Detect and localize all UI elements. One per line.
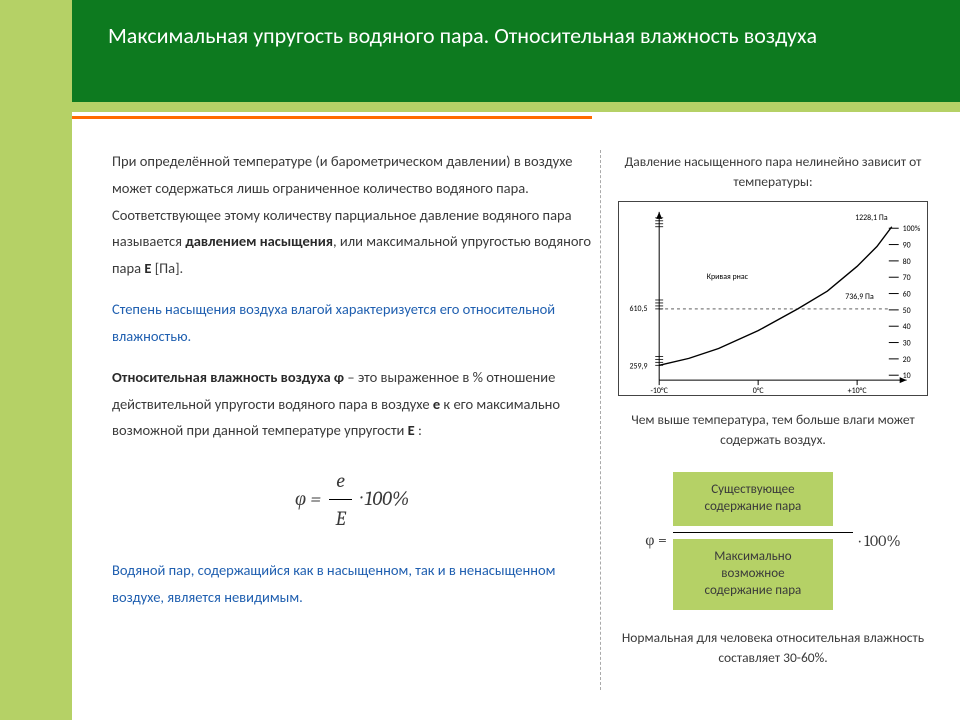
svg-text:20: 20 xyxy=(903,354,911,364)
svg-text:-10°C: -10°C xyxy=(651,386,669,395)
svg-text:0°C: 0°C xyxy=(753,386,765,395)
svg-text:1228,1 Па: 1228,1 Па xyxy=(855,212,888,222)
chart-caption-top: Давление насыщенного пара нелинейно зави… xyxy=(608,152,938,193)
saturation-curve-chart: 10 20 30 40 50 60 70 80 90 100% -10°C 0°C +10°C 1228,… xyxy=(618,201,928,396)
svg-text:80: 80 xyxy=(903,256,911,266)
phi-multiply: · 100% xyxy=(859,532,901,550)
svg-text:40: 40 xyxy=(903,322,911,332)
svg-text:Кривая рнас: Кривая рнас xyxy=(707,272,749,282)
right-column: Давление насыщенного пара нелинейно зави… xyxy=(608,148,938,668)
svg-text:259,9: 259,9 xyxy=(629,361,647,371)
phi-equals: φ = xyxy=(645,531,667,550)
formula-phi: φ = e E · 100% xyxy=(112,462,592,539)
phi-fraction-line xyxy=(673,532,853,533)
paragraph-2-highlight: Степень насыщения воздуха влагой характе… xyxy=(112,296,592,350)
svg-text:610,5: 610,5 xyxy=(629,303,647,313)
orange-underline xyxy=(72,116,592,119)
svg-text:100%: 100% xyxy=(903,224,921,234)
paragraph-4-highlight: Водяной пар, содержащийся как в насыщенн… xyxy=(112,557,592,611)
title-header: Максимальная упругость водяного пара. От… xyxy=(72,0,960,102)
page-title: Максимальная упругость водяного пара. От… xyxy=(108,22,924,51)
paragraph-3: Относительная влажность воздуха φ – это … xyxy=(112,364,592,444)
svg-text:50: 50 xyxy=(903,305,911,315)
phi-ratio-diagram: φ = Существующее содержание пара Максима… xyxy=(608,472,938,610)
chart-caption-bottom: Чем выше температура, тем больше влаги м… xyxy=(608,410,938,451)
chart-svg: 10 20 30 40 50 60 70 80 90 100% -10°C 0°C +10°C 1228,… xyxy=(619,202,927,395)
svg-text:736,9 Па: 736,9 Па xyxy=(845,291,874,301)
svg-text:+10°C: +10°C xyxy=(848,386,868,395)
main-text-column: При определённой температуре (и барометр… xyxy=(112,148,592,625)
svg-text:70: 70 xyxy=(903,273,911,283)
lime-strip xyxy=(72,102,960,112)
paragraph-1: При определённой температуре (и барометр… xyxy=(112,148,592,282)
phi-numerator-box: Существующее содержание пара xyxy=(673,472,833,526)
left-accent-bar xyxy=(0,0,72,720)
footer-caption: Нормальная для человека относительная вл… xyxy=(608,628,938,669)
phi-denominator-box: Максимально возможное содержание пара xyxy=(673,539,833,610)
svg-text:30: 30 xyxy=(903,338,911,348)
svg-text:90: 90 xyxy=(903,240,911,250)
column-divider xyxy=(600,150,601,690)
svg-text:10: 10 xyxy=(903,371,911,381)
svg-text:60: 60 xyxy=(903,289,911,299)
